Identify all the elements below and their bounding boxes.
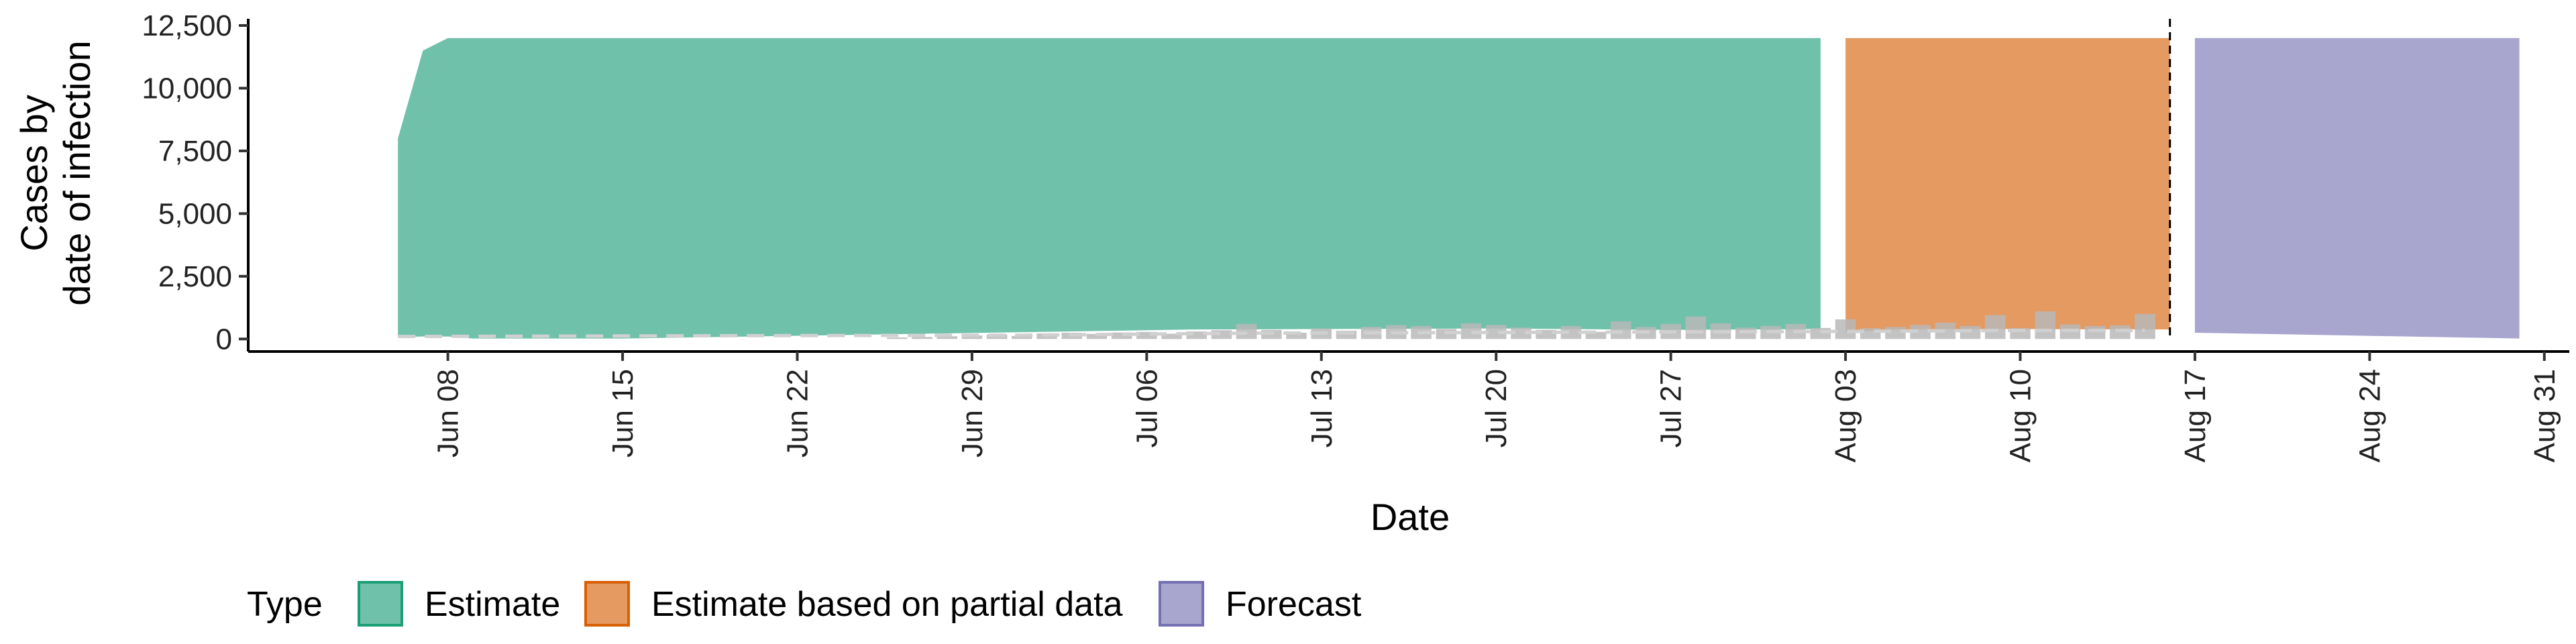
reported-case-bar [1460,323,1482,339]
legend-label-estimate: Estimate [425,585,560,624]
reported-case-bar [1685,316,1707,339]
y-axis-title: Cases by date of infection [13,40,98,305]
reference-dashed-line [398,329,2145,339]
y-tick-label: 0 [216,323,232,356]
reported-case-bar [1511,327,1532,339]
y-tick-label: 12,500 [142,9,232,42]
reported-case-bar [1111,332,1132,339]
estimate-bands [398,38,2520,339]
reported-case-bar [2135,313,2155,339]
band-forecast [2194,38,2520,339]
reported-case-bar [936,336,957,339]
reported-case-bar [1161,333,1182,339]
reported-case-bar [1810,327,1831,339]
reported-case-bar [1611,321,1631,339]
reported-case-bar [1186,331,1207,339]
x-tick-label: Aug 24 [2353,369,2386,462]
y-axis-title-line-2: date of infection [56,40,98,305]
x-tick-label: Aug 10 [2004,369,2037,462]
x-tick-label: Jun 08 [432,369,465,458]
y-tick-label: 5,000 [158,197,232,230]
x-tick-label: Jun 29 [956,369,989,458]
reported-case-bar [1236,323,1257,339]
reported-case-bar [1585,331,1607,339]
x-axis-title: Date [1371,496,1450,538]
legend-title: Type [247,585,323,624]
reported-case-bar [1910,325,1931,339]
reported-case-bar [1136,331,1157,339]
x-tick-label: Jul 06 [1130,369,1163,447]
reported-case-bar [2110,325,2131,339]
y-tick-label: 7,500 [158,135,232,168]
band-estimate [398,38,1821,339]
x-tick-label: Aug 17 [2179,369,2212,462]
axes [247,19,2569,353]
reported-case-bar [1286,333,1307,339]
reported-case-bar [961,335,983,339]
x-tick-label: Jul 13 [1305,369,1338,447]
y-tick-label: 2,500 [158,260,232,293]
reported-case-bar [1885,327,1906,339]
x-axis-ticks: Jun 08 Jun 15 Jun 22 Jun 29 Jul 06 Jul 13 Jul … [432,352,2561,462]
reported-case-bar [887,337,908,339]
reported-case-bar [1960,325,1981,339]
y-tick-label: 10,000 [142,72,232,105]
x-tick-label: Jun 22 [782,369,814,458]
y-axis-title-line-1: Cases by [13,95,55,251]
reported-case-bar [1560,325,1582,339]
reported-case-bar [1985,315,2006,339]
x-tick-label: Jul 20 [1480,369,1513,447]
reported-case-bar [1486,325,1507,339]
legend-label-forecast: Forecast [1226,585,1362,624]
legend: Type Estimate Estimate based on partial … [247,581,1362,627]
reported-case-bar [2035,311,2055,339]
x-tick-label: Jul 27 [1655,369,1688,447]
band-estimate-based-on-partial-data [1845,38,2170,333]
reported-case-bar [1835,319,1856,339]
y-axis-ticks: 0 2,500 5,000 7,500 10,000 12,500 [142,9,248,356]
x-tick-label: Aug 31 [2528,369,2561,462]
legend-key-estimate [358,581,403,627]
x-tick-label: Jun 15 [606,369,639,458]
legend-key-partial [584,581,630,627]
reported-case-bar [1086,333,1108,339]
legend-key-forecast [1159,581,1204,627]
reported-case-bar [2084,325,2106,339]
reported-case-bar [912,337,932,339]
legend-label-partial: Estimate based on partial data [651,585,1123,624]
reported-case-reference-line [398,329,2145,339]
x-tick-label: Aug 03 [1829,369,1862,462]
reported-case-bar [1012,335,1032,339]
